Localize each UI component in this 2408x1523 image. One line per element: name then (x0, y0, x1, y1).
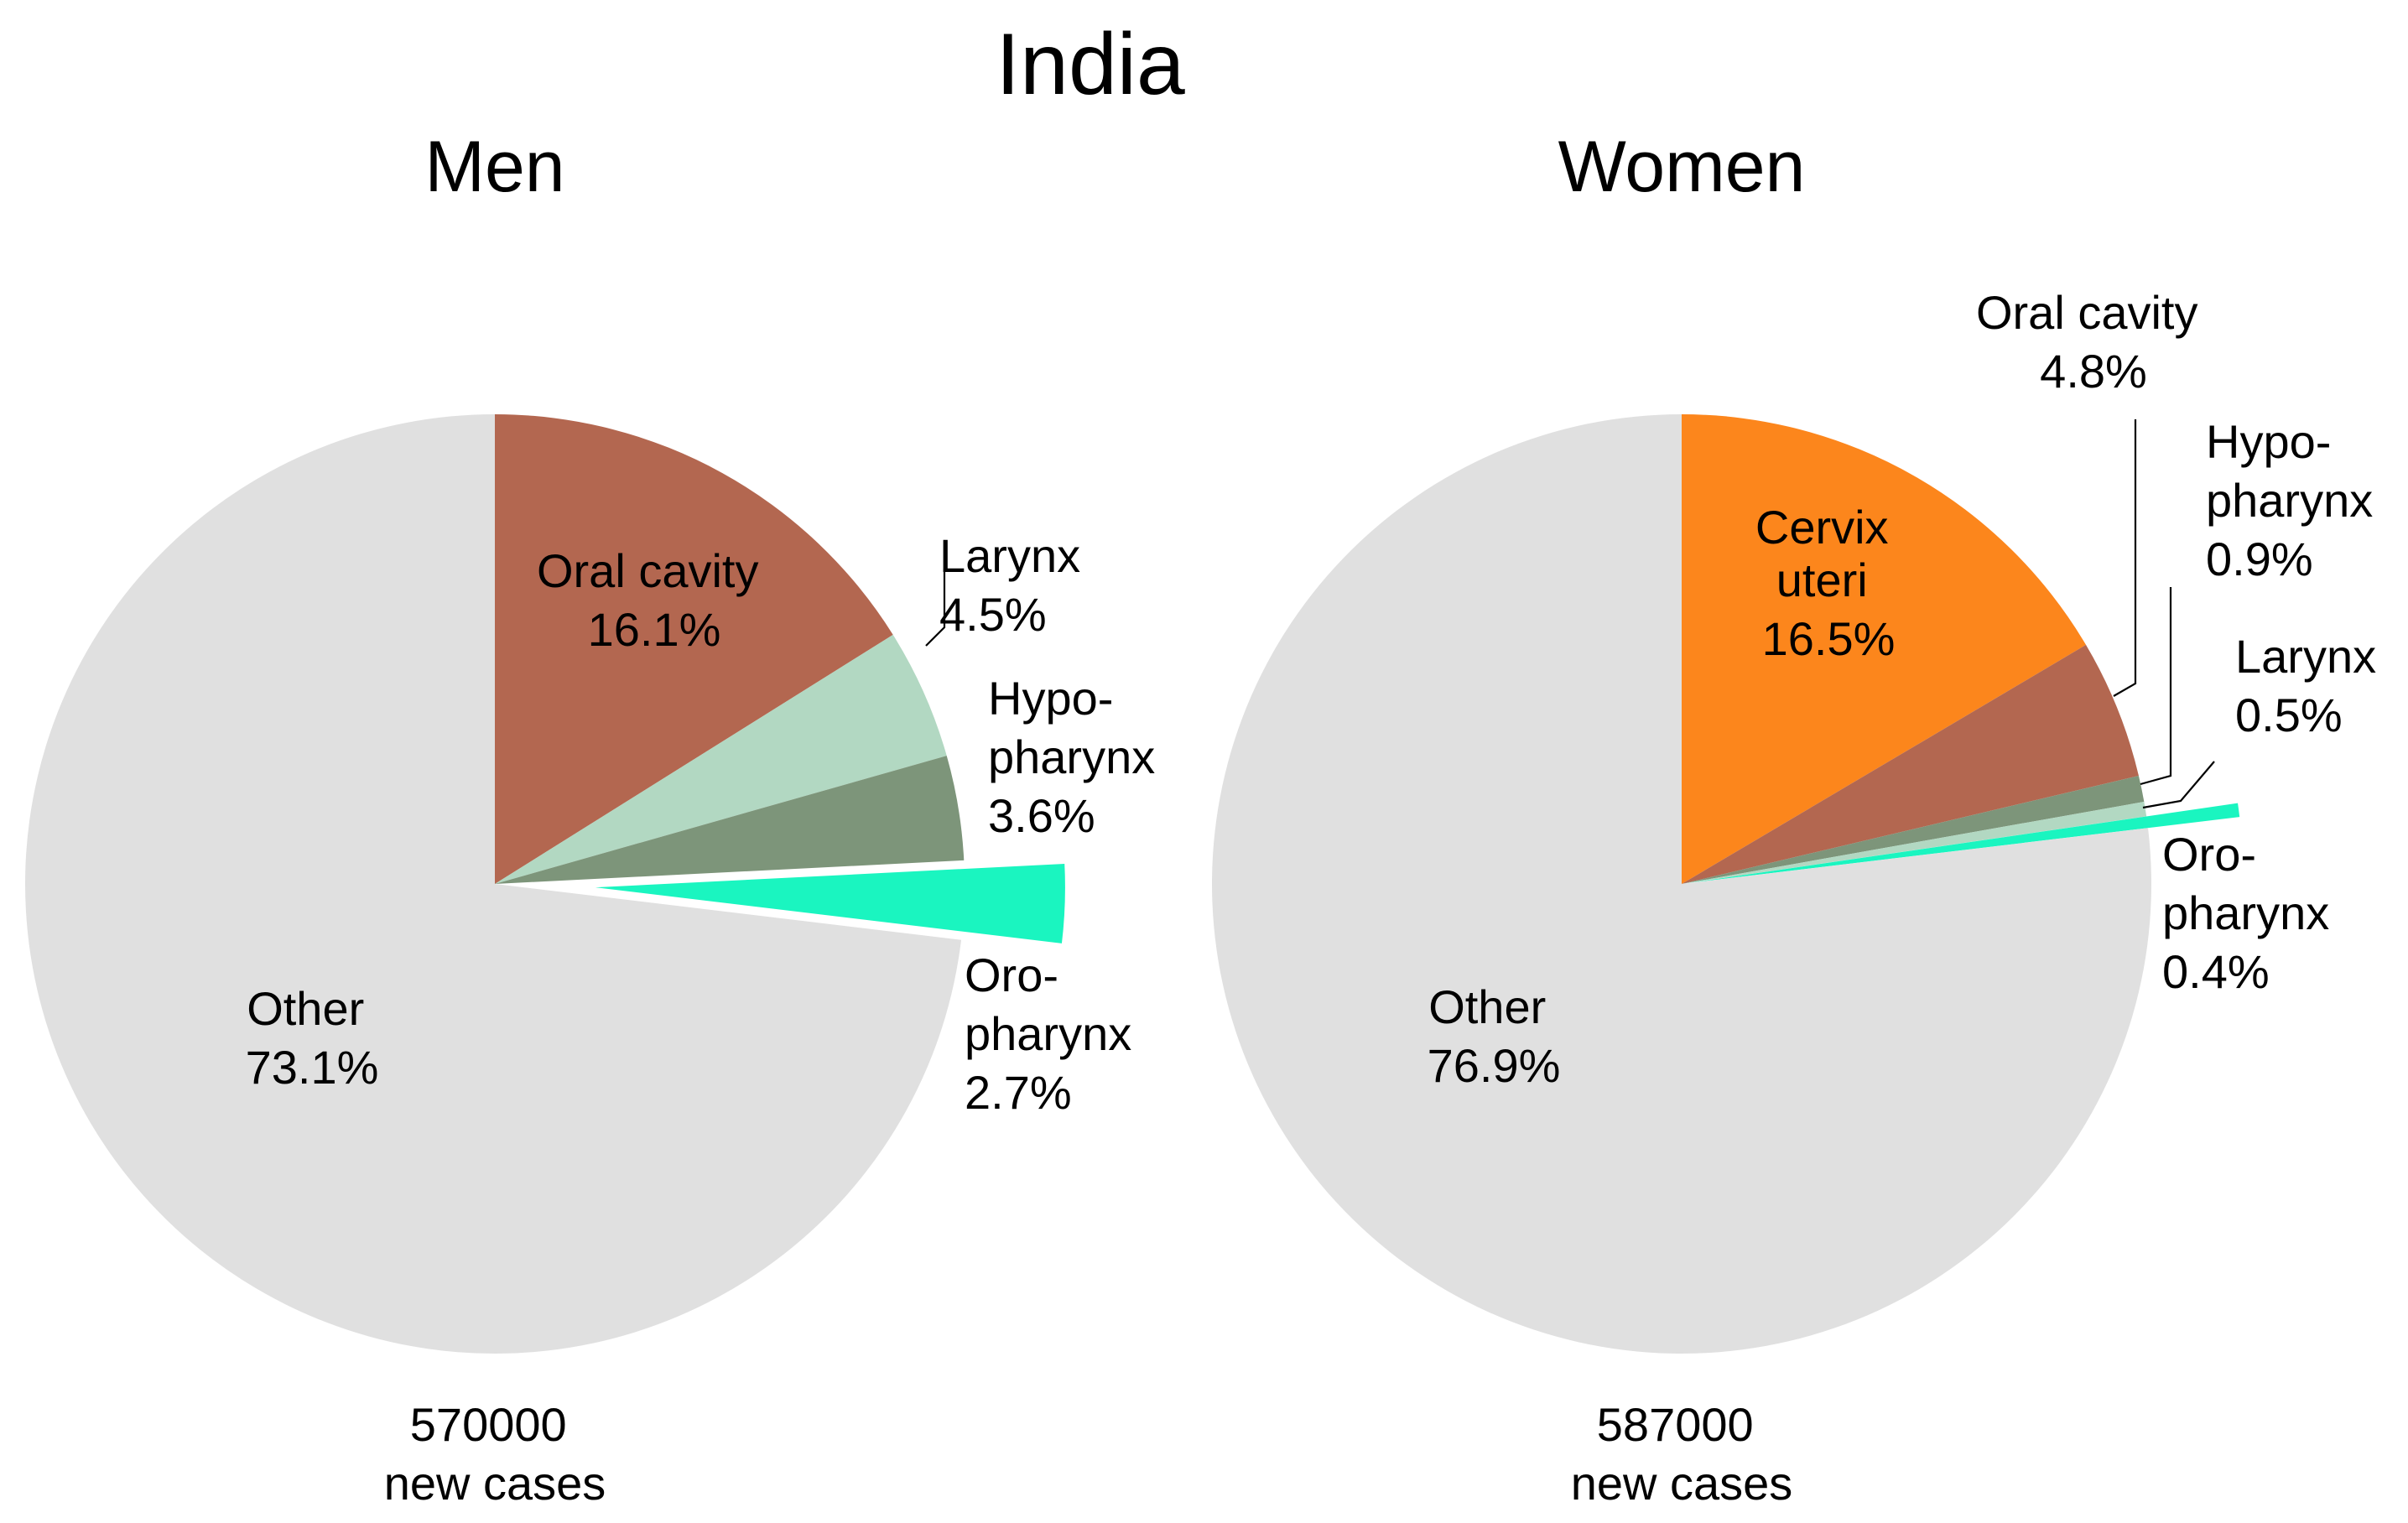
label-men-oral-cavity: Oral cavity 16.1% (537, 544, 772, 656)
label-men-other: Other 73.1% (246, 982, 379, 1094)
pie-women-slices (1212, 414, 2240, 1354)
total-men: 570000 new cases (384, 1398, 606, 1510)
label-women-other: Other 76.9% (1428, 980, 1561, 1092)
women-slice-other (1212, 414, 2151, 1354)
pie-men-slices (25, 414, 1065, 1354)
figure-title: India (996, 16, 1185, 113)
men-slice-other (25, 414, 962, 1354)
leader-women-hypopharynx (2140, 587, 2172, 786)
label-women-oral-cavity: Oral cavity 4.8% (1976, 286, 2211, 398)
label-women-hypopharynx: Hypo- pharynx 0.9% (2206, 415, 2386, 585)
pie-men: Men Oral cavity 16.1% Larynx 4.5% Hypo- … (25, 127, 1168, 1510)
label-men-larynx: Larynx 4.5% (939, 529, 1094, 641)
men-slice-oral-cavity (495, 414, 893, 884)
leader-women-oral-cavity (2113, 419, 2137, 697)
label-women-larynx: Larynx 0.5% (2235, 630, 2390, 741)
pie-women-title: Women (1558, 127, 1806, 207)
women-slice-oral-cavity (1682, 644, 2139, 884)
women-slice-oro-pharynx (1689, 803, 2240, 883)
pie-men-title: Men (424, 127, 564, 207)
women-slice-cervix-uteri (1682, 414, 2087, 884)
label-men-hypopharynx: Hypo- pharynx 3.6% (988, 672, 1168, 842)
women-slice-larynx (1682, 801, 2147, 884)
label-women-cervix-uteri: Cervix uteri 16.5% (1755, 501, 1901, 665)
label-men-oropharynx: Oro- pharynx 2.7% (965, 949, 1145, 1119)
leader-men-larynx (925, 569, 946, 647)
pie-men-leaders (925, 569, 946, 647)
pie-women-leaders (2113, 419, 2215, 809)
men-slice-larynx (495, 634, 947, 884)
label-women-oropharynx: Oro- pharynx 0.4% (2162, 828, 2343, 998)
pie-women: Women Cervix uteri 16.5% Oral cavity 4.8… (1212, 127, 2390, 1510)
men-slice-hypo-pharynx (495, 756, 965, 884)
men-slice-oro-pharynx (595, 864, 1065, 943)
women-slice-hypo-pharynx (1682, 775, 2145, 884)
total-women: 587000 new cases (1571, 1398, 1793, 1510)
leader-women-larynx (2142, 761, 2215, 809)
